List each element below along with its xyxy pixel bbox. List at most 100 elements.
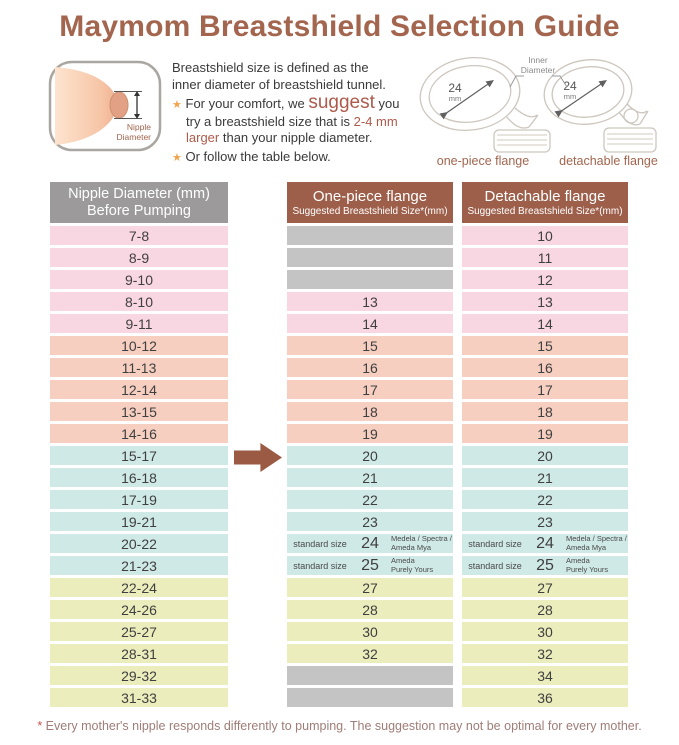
callout-line-right	[552, 75, 568, 88]
nipple-diameter-cell: 19-21	[50, 512, 228, 531]
detachable-size-cell: 16	[462, 358, 628, 377]
detachable-size-cell: 30	[462, 622, 628, 641]
table-row: 8-9 11	[50, 248, 628, 267]
nipple-diameter-cell: 15-17	[50, 446, 228, 465]
one-piece-size-cell	[287, 270, 453, 289]
one-piece-size-cell	[287, 688, 453, 707]
detachable-size-cell: 13	[462, 292, 628, 311]
inner-diameter-label-line2: Diameter	[521, 65, 556, 75]
intro-suggestion: ★ For your comfort, we suggest you try a…	[172, 92, 400, 145]
nipple-diameter-cell: 28-31	[50, 644, 228, 663]
table-row: 13-15 18 18	[50, 402, 628, 421]
one-piece-size-cell: 17	[287, 380, 453, 399]
detachable-size-cell: 32	[462, 644, 628, 663]
one-piece-size-cell: 16	[287, 358, 453, 377]
one-piece-size-cell: standard size 24 Medela / Spectra / Ameda M…	[287, 534, 453, 553]
brand-compatibility-label: Medela / Spectra / Ameda Mya	[391, 534, 452, 552]
intro-follow-table: ★ Or follow the table below.	[172, 148, 331, 164]
table-row: 8-10 13 13	[50, 292, 628, 311]
detachable-size-cell: 12	[462, 270, 628, 289]
breast-shape	[55, 67, 118, 145]
nipple-diameter-cell: 31-33	[50, 688, 228, 707]
one-piece-size-cell: 19	[287, 424, 453, 443]
nipple-diameter-cell: 25-27	[50, 622, 228, 641]
nipple-diameter-cell: 7-8	[50, 226, 228, 245]
size-value: 24	[361, 534, 379, 552]
detachable-size-cell: standard size 25 Ameda Purely Yours	[462, 556, 628, 575]
one-piece-size-cell: 30	[287, 622, 453, 641]
standard-size-label: standard size	[293, 538, 347, 549]
table-row: 16-18 21 21	[50, 468, 628, 487]
size-value: 25	[361, 556, 379, 574]
detachable-size-cell: 11	[462, 248, 628, 267]
footnote: * Every mother's nipple responds differe…	[37, 719, 642, 733]
one-piece-size-cell: 14	[287, 314, 453, 333]
star-bullet-icon: ★	[172, 99, 182, 111]
table-rows: 7-8 10 8-9 11 9-10 12 8-10 13 13 9-11 14…	[50, 226, 628, 710]
nipple-diameter-cell: 11-13	[50, 358, 228, 377]
one-piece-size-cell: 13	[287, 292, 453, 311]
table-row: 22-24 27 27	[50, 578, 628, 597]
detachable-size-cell: 28	[462, 600, 628, 619]
detachable-size-cell: 21	[462, 468, 628, 487]
table-row: 29-32 34	[50, 666, 628, 685]
nipple-diameter-cell: 14-16	[50, 424, 228, 443]
intro-line-2: inner diameter of breastshield tunnel.	[172, 76, 386, 92]
intro-text: Breastshield size is defined as the inne…	[172, 60, 422, 168]
flange-diagram: 24 mm 24 mm Inner Diameter	[419, 55, 657, 153]
table-row: 10-12 15 15	[50, 336, 628, 355]
detachable-size-cell: 15	[462, 336, 628, 355]
left-size-unit: mm	[449, 94, 462, 103]
one-piece-size-cell: 27	[287, 578, 453, 597]
table-row: 21-23 standard size 25 Ameda Purely Yours s…	[50, 556, 628, 575]
table-row: 14-16 19 19	[50, 424, 628, 443]
detachable-size-cell: 20	[462, 446, 628, 465]
detachable-size-cell: 17	[462, 380, 628, 399]
nipple-diameter-cell: 17-19	[50, 490, 228, 509]
nipple-diameter-cell: 16-18	[50, 468, 228, 487]
star-bullet-icon: ★	[172, 151, 182, 164]
one-piece-size-cell: 23	[287, 512, 453, 531]
flange-figures: 24 mm 24 mm Inner Diameter one-pi	[418, 54, 677, 174]
footnote-asterisk: *	[37, 719, 43, 733]
size-value: 25	[536, 556, 554, 574]
one-piece-size-cell: 18	[287, 402, 453, 421]
nipple-label-line2: Diameter	[117, 132, 152, 142]
detachable-size-cell: 27	[462, 578, 628, 597]
table-header: Nipple Diameter (mm) Before Pumping One-…	[50, 182, 628, 223]
table-row: 15-17 20 20	[50, 446, 628, 465]
one-piece-size-cell: 22	[287, 490, 453, 509]
detachable-size-cell: 22	[462, 490, 628, 509]
nipple-diameter-cell: 8-9	[50, 248, 228, 267]
suggest-highlight: suggest	[308, 92, 375, 113]
header-one-piece-flange: One-piece flange Suggested Breastshield …	[287, 182, 453, 223]
one-piece-size-cell: 20	[287, 446, 453, 465]
brand-compatibility-label: Ameda Purely Yours	[566, 556, 609, 574]
detachable-size-cell: 10	[462, 226, 628, 245]
intro-definition: Breastshield size is defined as the inne…	[172, 60, 422, 93]
table-row: 11-13 16 16	[50, 358, 628, 377]
table-row: 19-21 23 23	[50, 512, 628, 531]
nipple-diameter-cell: 13-15	[50, 402, 228, 421]
nipple-diameter-illustration: Nipple Diameter	[48, 60, 162, 152]
one-piece-size-cell	[287, 226, 453, 245]
table-row: 24-26 28 28	[50, 600, 628, 619]
detachable-size-cell: 36	[462, 688, 628, 707]
detachable-size-cell: 23	[462, 512, 628, 531]
nipple-shape	[109, 91, 129, 119]
nipple-diameter-cell: 8-10	[50, 292, 228, 311]
detachable-size-cell: standard size 24 Medela / Spectra / Ameda M…	[462, 534, 628, 553]
detachable-size-cell: 34	[462, 666, 628, 685]
table-row: 25-27 30 30	[50, 622, 628, 641]
nipple-diameter-cell: 9-10	[50, 270, 228, 289]
nipple-diameter-cell: 21-23	[50, 556, 228, 575]
page-title: Maymom Breastshield Selection Guide	[59, 10, 620, 43]
nipple-diameter-cell: 10-12	[50, 336, 228, 355]
standard-size-label: standard size	[468, 538, 522, 549]
size-value: 24	[536, 534, 554, 552]
detachable-size-cell: 19	[462, 424, 628, 443]
detachable-flange-drawing	[543, 59, 657, 153]
callout-line-left	[509, 75, 524, 88]
one-piece-size-cell: 21	[287, 468, 453, 487]
